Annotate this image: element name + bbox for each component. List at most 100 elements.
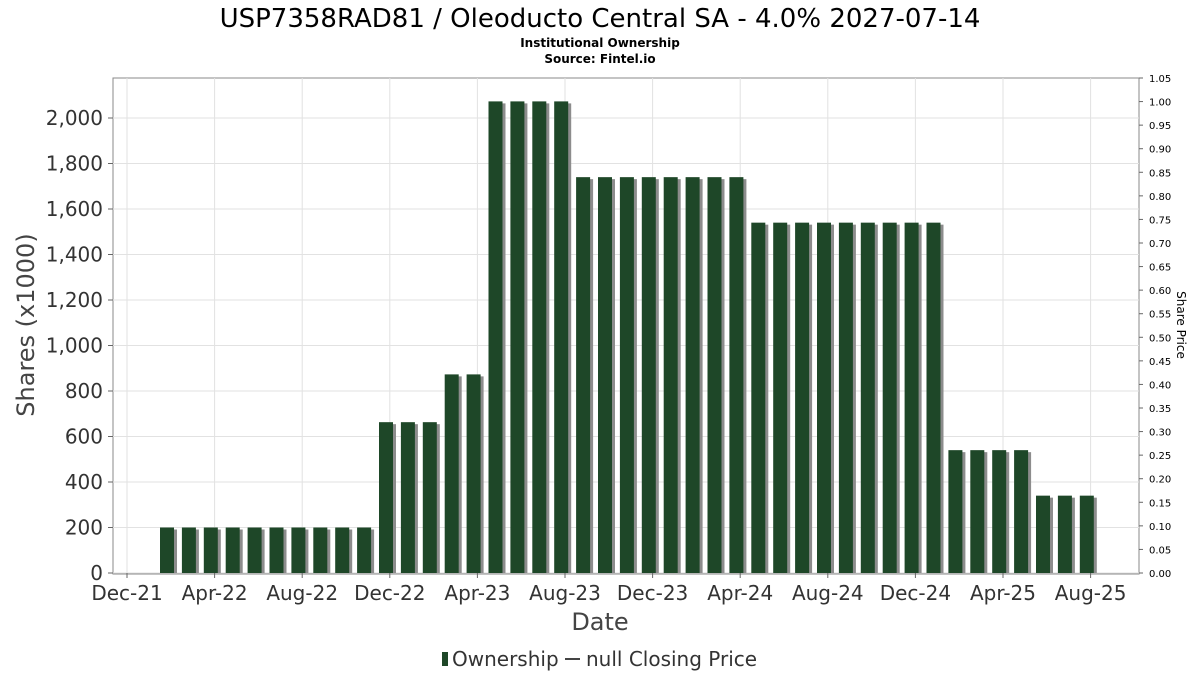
y2-tick-label: 0.60 [1149, 286, 1171, 297]
y2-tick-label: 0.00 [1149, 569, 1171, 580]
y2-tick-label: 0.65 [1149, 263, 1171, 274]
x-tick-label: Apr-25 [970, 581, 1036, 605]
chart-source: Source: Fintel.io [544, 52, 655, 66]
ownership-bar [576, 177, 591, 573]
x-tick-label: Dec-22 [354, 581, 425, 605]
ownership-bar [1036, 495, 1050, 573]
x-tick-label: Aug-22 [266, 581, 338, 605]
ownership-bar [357, 527, 372, 573]
ownership-bar [181, 527, 196, 573]
y-tick-label: 1,600 [46, 197, 103, 221]
ownership-bar [1079, 495, 1094, 573]
y-tick-label: 1,000 [46, 334, 103, 358]
ownership-bar [729, 177, 744, 573]
x-tick-label: Aug-25 [1055, 581, 1127, 605]
y2-tick-label: 0.80 [1149, 192, 1171, 203]
y-tick-label: 2,000 [46, 106, 103, 130]
y2-tick-label: 0.25 [1149, 451, 1171, 462]
y-tick-label: 600 [65, 425, 103, 449]
x-tick-label: Aug-23 [529, 581, 601, 605]
ownership-bar [641, 177, 656, 573]
ownership-bar [970, 450, 985, 573]
bars-group [160, 101, 1097, 573]
ownership-bar [335, 527, 350, 573]
right-axis-ticks: 0.00 0.05 0.10 0.15 0.20 0.25 0.30 0.35 0.40 0.45… [1139, 74, 1171, 580]
ownership-bar [510, 101, 525, 573]
ownership-bar [751, 222, 766, 573]
y-tick-label: 400 [65, 470, 103, 494]
y2-tick-label: 0.10 [1149, 522, 1171, 533]
y2-tick-label: 0.35 [1149, 404, 1171, 415]
x-axis-ticks: Dec-21 Apr-22 Aug-22 Dec-22 Apr-23 Aug-23 Dec-… [91, 573, 1126, 605]
x-tick-label: Dec-21 [91, 581, 162, 605]
ownership-bar [203, 527, 218, 573]
ownership-bar [160, 527, 174, 573]
legend-price-label: null Closing Price [586, 647, 757, 671]
ownership-bar [882, 222, 897, 573]
y-tick-label: 1,400 [46, 243, 103, 267]
ownership-bar [422, 422, 437, 573]
ownership-bar [773, 222, 788, 573]
y2-tick-label: 0.85 [1149, 168, 1171, 179]
y-axis-label: Shares (x1000) [12, 233, 40, 416]
ownership-bar [379, 422, 393, 573]
ownership-bar [795, 222, 810, 573]
ownership-bar [225, 527, 240, 573]
y2-tick-label: 0.30 [1149, 428, 1171, 439]
legend-ownership-swatch [442, 652, 448, 666]
y2-tick-label: 0.55 [1149, 310, 1171, 321]
x-tick-label: Apr-24 [707, 581, 773, 605]
ownership-bar [838, 222, 853, 573]
left-axis-ticks: 0 200 400 600 800 1,000 1,200 1,400 1,600 1,800 2,… [46, 106, 113, 585]
ownership-bar [1057, 495, 1072, 573]
ownership-bar [444, 374, 459, 573]
x-tick-label: Dec-23 [617, 581, 688, 605]
ownership-bar [663, 177, 678, 573]
ownership-bar [554, 101, 569, 573]
y2-tick-label: 0.45 [1149, 357, 1171, 368]
ownership-bar [992, 450, 1007, 573]
ownership-bar [926, 222, 941, 573]
ownership-bar [488, 101, 503, 573]
ownership-bar [532, 101, 547, 573]
ownership-bar [817, 222, 831, 573]
ownership-bar [860, 222, 875, 573]
ownership-bar [313, 527, 328, 573]
x-tick-label: Dec-24 [880, 581, 951, 605]
chart-subtitle: Institutional Ownership [520, 36, 680, 50]
y-tick-label: 1,800 [46, 152, 103, 176]
y2-tick-label: 0.05 [1149, 545, 1171, 556]
y-tick-label: 200 [65, 516, 103, 540]
y-tick-label: 1,200 [46, 288, 103, 312]
ownership-bar [466, 374, 481, 573]
ownership-bar [685, 177, 700, 573]
y-tick-label: 800 [65, 379, 103, 403]
ownership-bar [904, 222, 919, 573]
y2-tick-label: 0.20 [1149, 475, 1171, 486]
ownership-bar [1014, 450, 1029, 573]
y2-tick-label: 0.75 [1149, 215, 1171, 226]
legend: Ownership null Closing Price [442, 647, 757, 671]
ownership-bar [598, 177, 612, 573]
y-tick-label: 0 [90, 561, 103, 585]
x-tick-label: Apr-23 [444, 581, 510, 605]
y2-tick-label: 0.70 [1149, 239, 1171, 250]
ownership-bar [400, 422, 415, 573]
ownership-bar [619, 177, 634, 573]
ownership-bar [948, 450, 963, 573]
ownership-bar [247, 527, 262, 573]
y2-tick-label: 0.95 [1149, 121, 1171, 132]
ownership-bar [269, 527, 284, 573]
ownership-bar [707, 177, 722, 573]
y2-tick-label: 0.50 [1149, 333, 1171, 344]
x-tick-label: Apr-22 [182, 581, 248, 605]
y2-tick-label: 0.15 [1149, 498, 1171, 509]
y2-tick-label: 0.40 [1149, 380, 1171, 391]
chart-title: USP7358RAD81 / Oleoducto Central SA - 4.… [220, 4, 981, 34]
x-axis-label: Date [571, 608, 628, 636]
y2-tick-label: 1.05 [1149, 74, 1171, 85]
x-tick-label: Aug-24 [792, 581, 864, 605]
ownership-bar [291, 527, 306, 573]
legend-ownership-label: Ownership [452, 647, 559, 671]
